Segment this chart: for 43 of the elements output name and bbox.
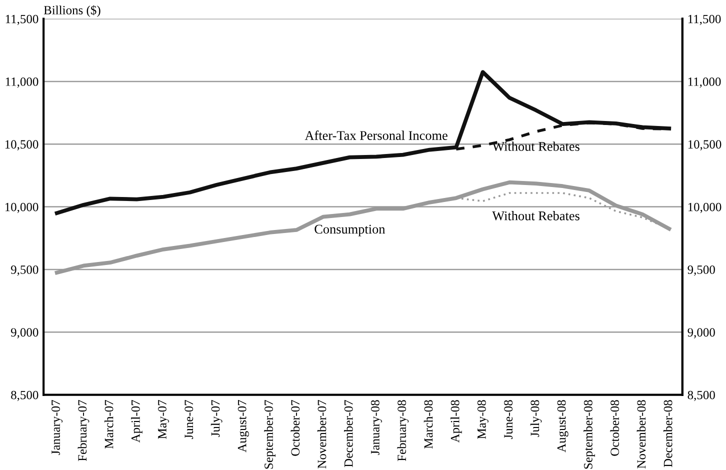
x-tick-label: December-08 <box>663 400 672 468</box>
x-tick-label: September-07 <box>264 400 276 469</box>
y2-tick-label: 11,500 <box>688 14 721 26</box>
x-tick-label: January-08 <box>370 400 382 455</box>
x-tick-label: May-07 <box>158 400 170 439</box>
y2-tick-label: 8,500 <box>688 390 715 402</box>
x-tick-label: June-08 <box>504 400 513 439</box>
y2-tick-label: 11,000 <box>688 77 721 88</box>
x-tick-label: July-08 <box>530 400 542 437</box>
x-tick-label: March-08 <box>424 400 433 449</box>
series-label: Without Rebates <box>492 211 580 220</box>
x-tick-label: June-07 <box>184 400 194 439</box>
y-tick-label: 11,000 <box>6 77 38 88</box>
y-tick-label: 10,000 <box>5 202 38 214</box>
x-tick-label: November-07 <box>317 400 326 468</box>
y-tick-label: 10,500 <box>5 140 38 150</box>
y-tick-label: 8,500 <box>11 390 38 402</box>
x-tick-label: August-08 <box>557 400 568 452</box>
x-tick-label: March-07 <box>104 400 114 449</box>
x-tick-label: April-07 <box>131 400 142 443</box>
y2-tick-label: 10,000 <box>688 202 722 214</box>
y-axis-title: Billions ($) <box>44 5 100 17</box>
x-tick-label: August-07 <box>238 400 249 452</box>
x-tick-label: December-07 <box>344 400 353 468</box>
y2-tick-label: 10,500 <box>688 140 722 150</box>
x-tick-label: September-08 <box>584 400 595 469</box>
x-tick-label: February-08 <box>397 400 409 462</box>
x-tick-label: May-08 <box>477 400 488 439</box>
y-tick-label: 9,500 <box>10 265 38 276</box>
x-tick-label: October-07 <box>290 400 300 456</box>
series-label: Consumption <box>314 224 386 236</box>
y2-tick-label: 9,000 <box>688 328 715 338</box>
x-tick-label: July-07 <box>210 400 222 437</box>
y-tick-label: 9,000 <box>10 328 38 338</box>
series-label: Without Rebates <box>492 142 580 151</box>
y-tick-label: 11,500 <box>6 14 38 26</box>
x-tick-label: January-07 <box>52 400 63 455</box>
x-tick-label: February-07 <box>78 400 90 462</box>
x-tick-label: November-08 <box>636 400 646 468</box>
y2-tick-label: 9,500 <box>688 265 715 276</box>
x-tick-label: April-08 <box>450 400 462 443</box>
series-label: After-Tax Personal Income <box>304 130 448 140</box>
x-tick-label: October-08 <box>610 400 620 456</box>
